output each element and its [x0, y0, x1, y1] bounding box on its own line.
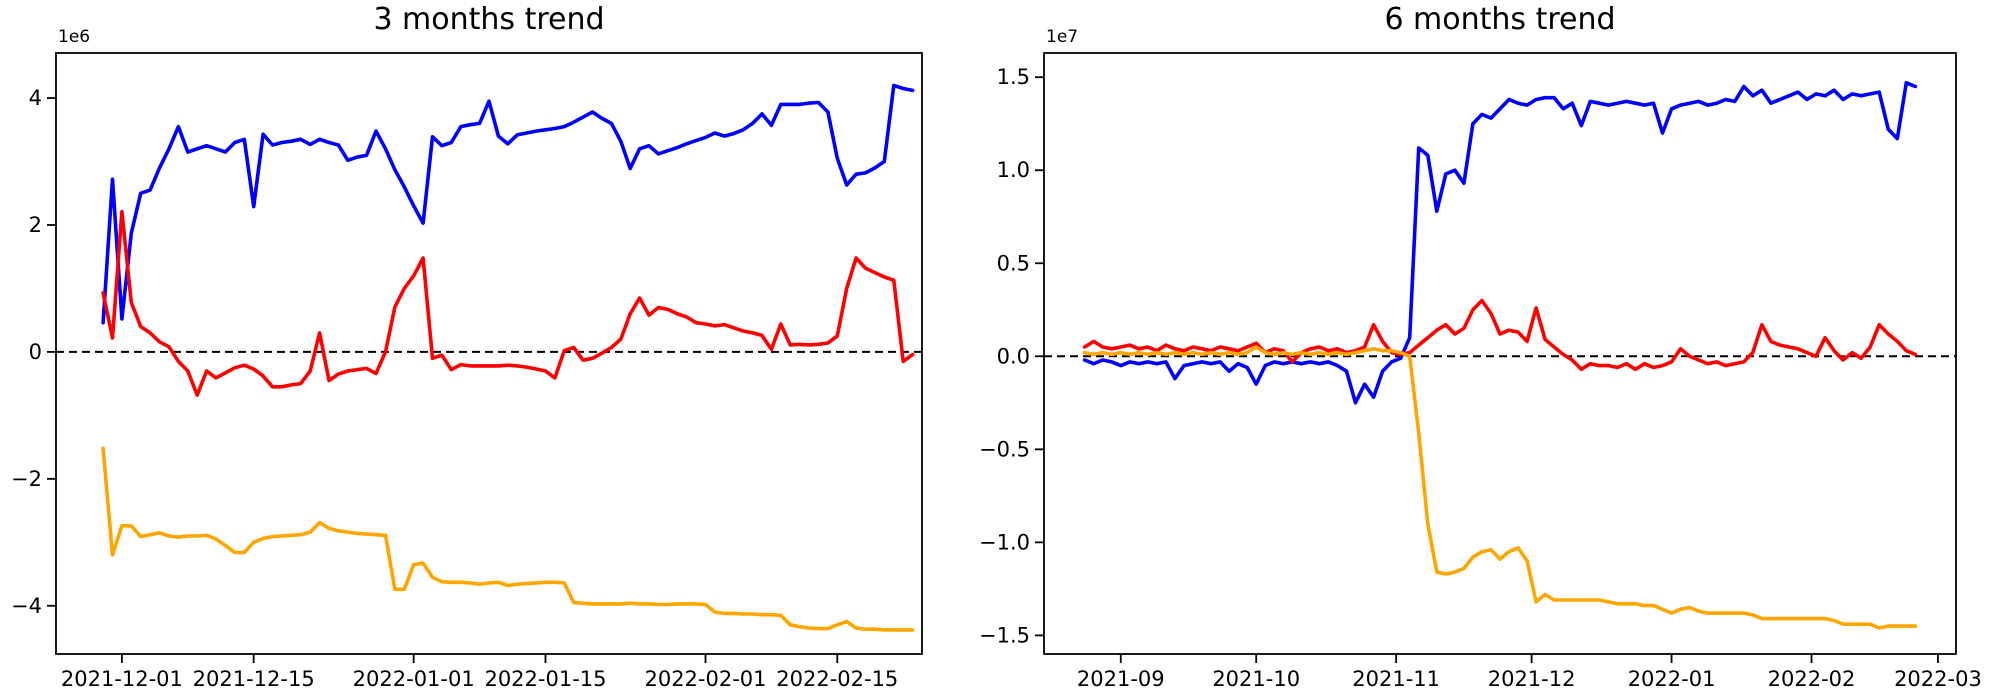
x-tick-label: 2022-02-01 — [644, 667, 766, 691]
y-tick-label: 1.5 — [997, 65, 1030, 89]
y-tick-label: −2 — [11, 467, 42, 491]
line-series-blue — [1082, 81, 1918, 405]
plot-frame — [1043, 52, 1957, 655]
x-tick-label: 2021-12-01 — [61, 667, 183, 691]
chart-title-3-months: 3 months trend — [373, 2, 605, 37]
x-tick-label: 2022-01-15 — [484, 667, 606, 691]
x-tick-label: 2021-12-15 — [193, 667, 315, 691]
y-tick-label: 0 — [29, 340, 42, 364]
line-series-red — [1082, 298, 1918, 372]
x-tick-label: 2022-02 — [1768, 667, 1856, 691]
x-tick-label: 2021-10 — [1212, 667, 1300, 691]
line-series-orange — [101, 446, 915, 632]
y-tick-label: 1.0 — [997, 158, 1030, 182]
y-tick-label: 4 — [29, 86, 42, 110]
chart-title-6-months: 6 months trend — [1384, 2, 1616, 37]
y-axis-offset-label-1e6: 1e6 — [58, 27, 91, 47]
y-tick-label: 2 — [29, 213, 42, 237]
y-tick-label: 0.0 — [997, 344, 1030, 368]
x-tick-label: 2021-12 — [1488, 667, 1576, 691]
x-tick-label: 2021-11 — [1352, 667, 1440, 691]
y-tick-label: −1.0 — [979, 530, 1030, 554]
x-tick-label: 2022-01-01 — [353, 667, 475, 691]
y-tick-label: −0.5 — [979, 437, 1030, 461]
x-tick-label: 2021-09 — [1077, 667, 1165, 691]
x-tick-label: 2022-01 — [1628, 667, 1716, 691]
x-tick-label: 2022-03 — [1894, 667, 1982, 691]
x-tick-label: 2022-02-15 — [776, 667, 898, 691]
line-series-orange — [1082, 345, 1918, 630]
plot-frame — [55, 52, 923, 655]
y-tick-label: −4 — [11, 594, 42, 618]
line-series-red — [101, 209, 915, 397]
line-series-blue — [101, 83, 915, 325]
y-tick-label: 0.5 — [997, 251, 1030, 275]
y-tick-label: −1.5 — [979, 623, 1030, 647]
y-axis-offset-label-1e7: 1e7 — [1046, 27, 1079, 47]
